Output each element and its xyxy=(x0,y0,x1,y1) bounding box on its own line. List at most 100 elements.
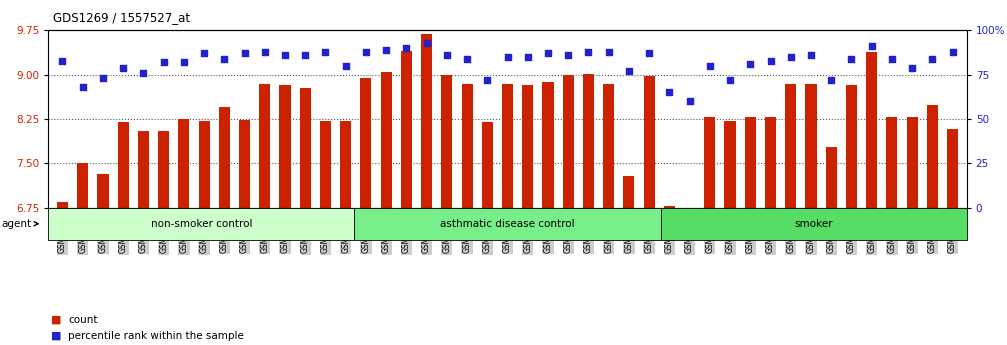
Bar xyxy=(906,117,917,208)
Point xyxy=(560,52,576,58)
Point xyxy=(357,49,374,55)
Point xyxy=(945,49,961,55)
Point xyxy=(337,63,353,69)
Text: GDS1269 / 1557527_at: GDS1269 / 1557527_at xyxy=(53,11,190,24)
Bar xyxy=(441,75,452,208)
Bar xyxy=(158,131,169,208)
Point xyxy=(823,77,839,83)
Bar xyxy=(280,85,291,208)
Point xyxy=(864,43,880,49)
Bar xyxy=(198,121,209,208)
Bar xyxy=(643,76,655,208)
Point xyxy=(520,54,536,60)
Point xyxy=(439,52,455,58)
Bar xyxy=(623,176,634,208)
Point xyxy=(499,54,516,60)
Bar xyxy=(481,122,492,208)
Point xyxy=(682,99,698,104)
Bar xyxy=(684,208,695,209)
Point xyxy=(156,60,172,65)
Bar xyxy=(543,82,554,208)
Bar xyxy=(603,83,614,208)
Bar xyxy=(138,131,149,208)
Text: ■: ■ xyxy=(51,315,61,325)
Point xyxy=(297,52,313,58)
Bar xyxy=(926,106,938,208)
Bar xyxy=(563,75,574,208)
Bar xyxy=(340,121,351,208)
Bar xyxy=(57,202,68,208)
Bar xyxy=(78,164,89,208)
Bar xyxy=(745,117,756,208)
Bar xyxy=(401,51,412,208)
Point xyxy=(621,68,637,74)
Point xyxy=(884,56,900,61)
Bar xyxy=(846,85,857,208)
Bar xyxy=(361,78,372,208)
Bar xyxy=(48,208,354,240)
Bar xyxy=(724,121,735,208)
Point xyxy=(722,77,738,83)
Point xyxy=(843,56,859,61)
Point xyxy=(782,54,799,60)
Point xyxy=(378,47,394,53)
Point xyxy=(217,56,233,61)
Bar xyxy=(501,83,514,208)
Text: agent: agent xyxy=(1,219,38,229)
Bar xyxy=(704,117,715,208)
Point xyxy=(277,52,293,58)
Text: asthmatic disease control: asthmatic disease control xyxy=(440,219,575,229)
Bar xyxy=(583,73,594,208)
Bar xyxy=(826,147,837,208)
Bar xyxy=(523,85,534,208)
Point xyxy=(176,60,192,65)
Text: non-smoker control: non-smoker control xyxy=(151,219,252,229)
Bar xyxy=(118,122,129,208)
Bar xyxy=(300,88,311,208)
Point xyxy=(580,49,596,55)
Bar xyxy=(947,129,958,208)
Point xyxy=(641,51,658,56)
Bar xyxy=(381,72,392,208)
Bar xyxy=(421,34,432,208)
Bar xyxy=(461,83,472,208)
Point xyxy=(399,45,415,51)
Bar xyxy=(219,107,230,208)
Text: smoker: smoker xyxy=(795,219,833,229)
Point xyxy=(540,51,556,56)
Point xyxy=(803,52,819,58)
Bar xyxy=(806,83,817,208)
Bar xyxy=(886,117,897,208)
Point xyxy=(317,49,333,55)
Bar xyxy=(785,83,797,208)
Point xyxy=(479,77,495,83)
Point xyxy=(742,61,758,67)
Bar xyxy=(354,208,661,240)
Point xyxy=(459,56,475,61)
Bar xyxy=(866,52,877,208)
Bar xyxy=(259,83,270,208)
Bar xyxy=(320,121,331,208)
Point xyxy=(115,65,131,70)
Bar xyxy=(664,206,675,208)
Point xyxy=(924,56,941,61)
Bar xyxy=(98,174,109,208)
Point xyxy=(257,49,273,55)
Point xyxy=(237,51,253,56)
Point xyxy=(419,40,435,46)
Point xyxy=(135,70,151,76)
Bar xyxy=(765,117,776,208)
Point xyxy=(95,76,111,81)
Bar xyxy=(661,208,967,240)
Point xyxy=(662,90,678,95)
Text: percentile rank within the sample: percentile rank within the sample xyxy=(68,331,245,341)
Text: ■: ■ xyxy=(51,331,61,341)
Point xyxy=(75,84,91,90)
Bar xyxy=(239,120,250,208)
Point xyxy=(702,63,718,69)
Point xyxy=(904,65,920,70)
Point xyxy=(600,49,616,55)
Point xyxy=(54,58,70,63)
Point xyxy=(762,58,778,63)
Point xyxy=(196,51,212,56)
